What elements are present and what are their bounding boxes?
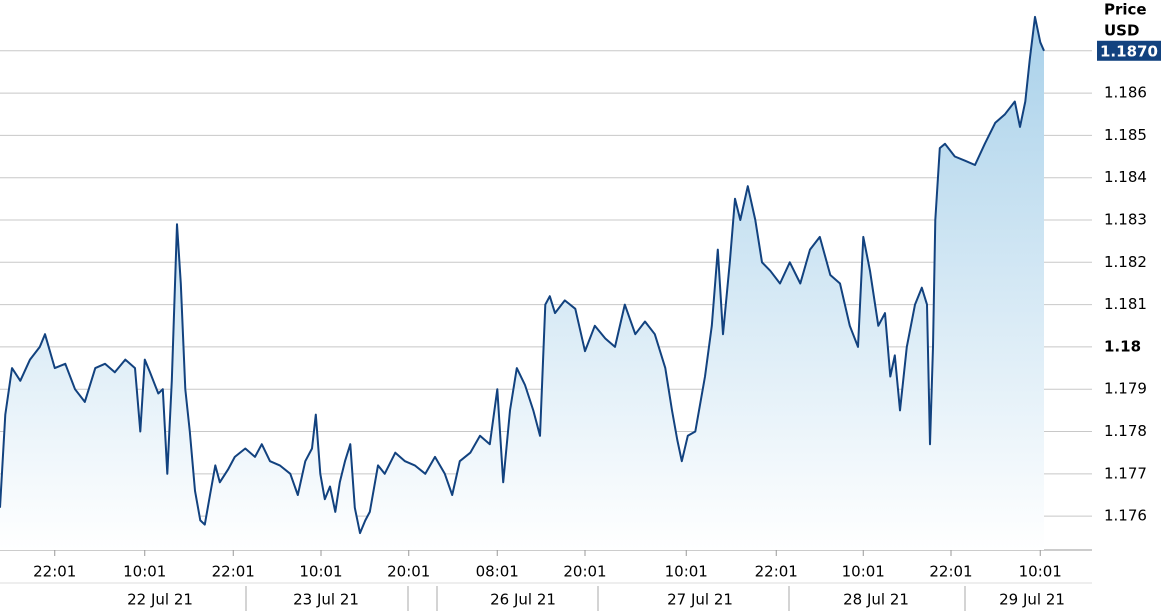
y-axis-unit: USD — [1104, 22, 1139, 40]
y-tick-label: 1.178 — [1104, 422, 1147, 440]
x-tick-label: 10:01 — [842, 563, 885, 581]
y-tick-label: 1.176 — [1104, 507, 1147, 525]
x-tick-label: 22:01 — [929, 563, 972, 581]
x-tick-label: 10:01 — [665, 563, 708, 581]
x-tick-label: 08:01 — [476, 563, 519, 581]
y-tick-label: 1.185 — [1104, 126, 1147, 144]
y-axis-title: Price — [1104, 1, 1147, 19]
y-tick-label: 1.184 — [1104, 168, 1147, 186]
y-tick-label: 1.183 — [1104, 211, 1147, 229]
y-tick-label: 1.18 — [1104, 337, 1141, 355]
y-tick-label: 1.177 — [1104, 464, 1147, 482]
date-label: 29 Jul 21 — [999, 591, 1065, 609]
date-label: 22 Jul 21 — [127, 591, 193, 609]
x-tick-label: 22:01 — [212, 563, 255, 581]
x-tick-label: 22:01 — [755, 563, 798, 581]
x-tick-label: 10:01 — [1019, 563, 1062, 581]
date-label: 26 Jul 21 — [490, 591, 556, 609]
price-line — [0, 15, 1045, 535]
x-tick-label: 10:01 — [299, 563, 342, 581]
x-tick-label: 20:01 — [563, 563, 606, 581]
date-label: 28 Jul 21 — [843, 591, 909, 609]
y-tick-label: 1.182 — [1104, 253, 1147, 271]
date-label: 27 Jul 21 — [667, 591, 733, 609]
x-tick-label: 10:01 — [123, 563, 166, 581]
date-label: 23 Jul 21 — [293, 591, 359, 609]
last-price-label: 1.1870 — [1100, 42, 1158, 60]
y-tick-label: 1.179 — [1104, 380, 1147, 398]
x-tick-label: 20:01 — [387, 563, 430, 581]
y-tick-label: 1.186 — [1104, 84, 1147, 102]
last-price-box — [1097, 40, 1161, 61]
x-tick-label: 22:01 — [33, 563, 76, 581]
area-fill — [0, 16, 1044, 550]
y-tick-label: 1.181 — [1104, 295, 1147, 313]
